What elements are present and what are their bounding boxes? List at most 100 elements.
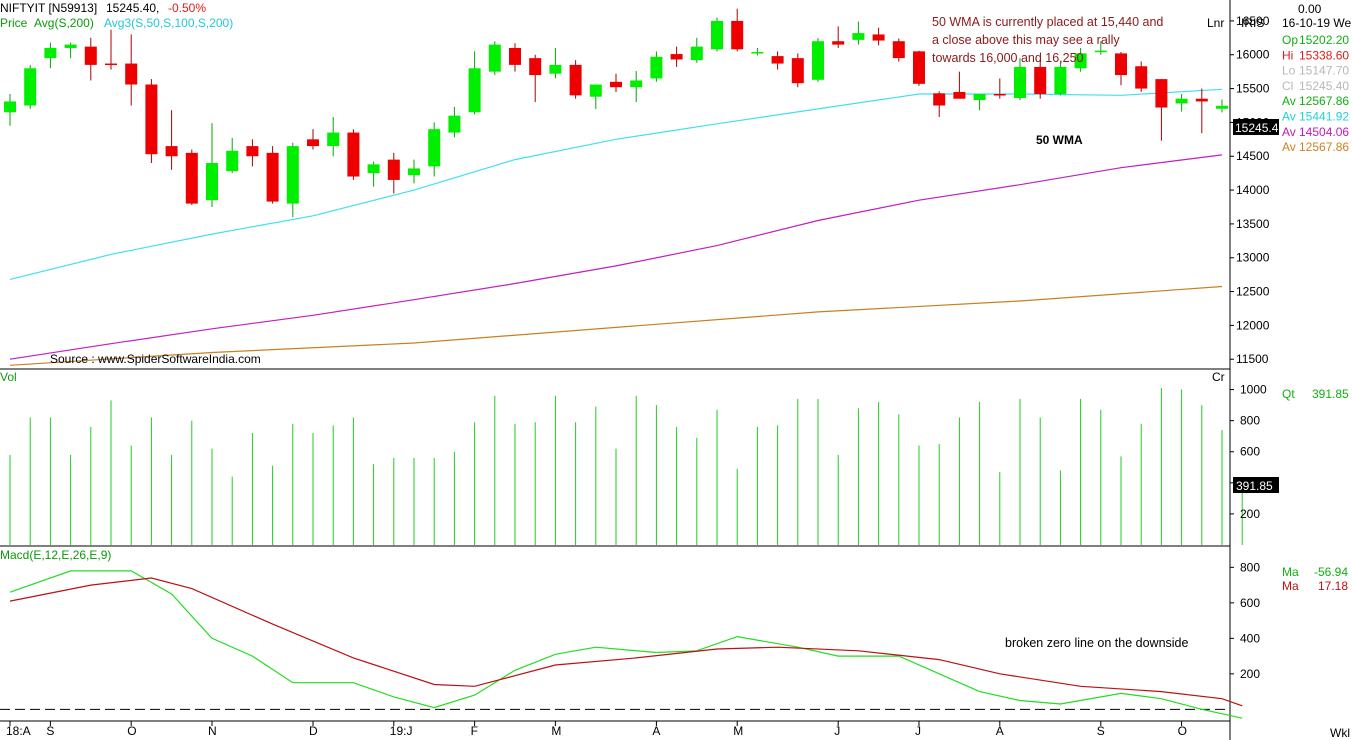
volume-tick-label: 600 bbox=[1240, 445, 1260, 459]
candle-body bbox=[125, 63, 138, 85]
candle-body bbox=[185, 152, 198, 204]
price-tick-label: 14500 bbox=[1236, 149, 1270, 163]
date-tick-label: M bbox=[551, 724, 561, 738]
price-tick-label: 13000 bbox=[1236, 251, 1270, 265]
candle-body bbox=[933, 93, 946, 106]
volume-panel bbox=[9, 388, 1243, 545]
date-tick-label: S bbox=[46, 724, 54, 738]
date-tick-label: S bbox=[1097, 724, 1105, 738]
cr-label: Cr bbox=[1212, 370, 1225, 384]
candle-body bbox=[529, 58, 542, 76]
price-tick-label: 12000 bbox=[1236, 318, 1270, 332]
candle-body bbox=[1014, 66, 1026, 99]
candle-body bbox=[145, 84, 158, 155]
candle-body bbox=[4, 101, 16, 113]
candle-body bbox=[347, 132, 360, 177]
date-tick-label: O bbox=[127, 724, 136, 738]
candle-body bbox=[791, 58, 804, 84]
last-price-box-text: 15245.4 bbox=[1235, 121, 1279, 135]
candle-body bbox=[630, 80, 643, 88]
candle-body bbox=[246, 146, 259, 157]
candle-body bbox=[1175, 98, 1188, 104]
candle-body bbox=[165, 146, 178, 157]
ohlc-value: 15147.70 bbox=[1299, 64, 1349, 78]
candle-body bbox=[428, 129, 441, 167]
source-label: Source : www.SpiderSoftwareIndia.com bbox=[50, 352, 261, 366]
candle-body bbox=[448, 115, 461, 133]
candle-body bbox=[509, 47, 521, 65]
macd-note: broken zero line on the downside bbox=[1005, 636, 1189, 650]
ohlc-value: 12567.86 bbox=[1299, 140, 1349, 154]
wma-note-line-1: 50 WMA is currently placed at 15,440 and bbox=[932, 15, 1163, 29]
candle-body bbox=[771, 56, 784, 64]
ohlc-value: 14504.06 bbox=[1299, 125, 1349, 139]
candle-body bbox=[690, 46, 703, 61]
macd-tick-label: 800 bbox=[1240, 560, 1260, 574]
macd-tick-label: 200 bbox=[1240, 667, 1260, 681]
candle-body bbox=[589, 84, 602, 97]
signal-ma-label: Ma bbox=[1282, 579, 1299, 593]
price-tick-label: 16000 bbox=[1236, 48, 1270, 62]
volume-tick-label: 800 bbox=[1240, 414, 1260, 428]
candle-body bbox=[1094, 50, 1107, 53]
candle-body bbox=[64, 44, 77, 48]
ohlc-value: 12567.86 bbox=[1299, 94, 1349, 108]
candle-body bbox=[206, 163, 218, 201]
avg-study-label: Avg(S,200) bbox=[34, 16, 94, 30]
lnr-label: Lnr bbox=[1207, 16, 1224, 30]
candle-body bbox=[549, 64, 562, 74]
candle-body bbox=[1115, 53, 1127, 76]
candle-body bbox=[852, 33, 865, 40]
wma-50-label: 50 WMA bbox=[1036, 133, 1083, 147]
macd-line bbox=[9, 570, 1243, 719]
candle-body bbox=[387, 159, 400, 180]
candle-body bbox=[973, 93, 986, 101]
price-tick-label: 12500 bbox=[1236, 285, 1270, 299]
axis-labels: 1150012000125001300013500140001450015000… bbox=[6, 14, 1270, 738]
candle-body bbox=[24, 68, 37, 106]
candle-body bbox=[84, 46, 97, 65]
candle-body bbox=[1135, 66, 1148, 89]
date-tick-label: D bbox=[309, 724, 318, 738]
macd-panel-label: Macd(E,12,E,26,E,9) bbox=[0, 548, 111, 562]
wma-note-line-3: towards 16,000 and 16,250 bbox=[932, 51, 1084, 65]
iris-label: IRIS bbox=[1241, 16, 1264, 30]
volume-value-box bbox=[1233, 477, 1279, 493]
ohlc-label: Lo bbox=[1282, 64, 1296, 78]
qt-label: Qt bbox=[1282, 387, 1295, 401]
qt-value: 391.85 bbox=[1312, 387, 1349, 401]
candle-body bbox=[872, 34, 885, 41]
ohlc-label: Av bbox=[1282, 140, 1296, 154]
ohlc-label: Op bbox=[1282, 33, 1298, 47]
macd-tick-label: 400 bbox=[1240, 631, 1260, 645]
candle-body bbox=[751, 52, 764, 54]
symbol-label: NIFTYIT [N59913] bbox=[0, 1, 97, 15]
date-tick-label: M bbox=[733, 724, 743, 738]
last-price-label: 15245.40, bbox=[106, 1, 159, 15]
date-tick-label: N bbox=[208, 724, 217, 738]
ma-line bbox=[9, 154, 1223, 360]
signal-ma-value: 17.18 bbox=[1318, 579, 1348, 593]
price-tick-label: 14000 bbox=[1236, 183, 1270, 197]
date-tick-label: 18:A bbox=[6, 724, 31, 738]
candle-body bbox=[367, 164, 380, 174]
candle-body bbox=[832, 41, 845, 45]
last-price-box bbox=[1233, 119, 1279, 135]
date-tick-label: J bbox=[834, 724, 840, 738]
macd-ma-label: Ma bbox=[1282, 565, 1299, 579]
ohlc-label: Av bbox=[1282, 94, 1296, 108]
candle-body bbox=[44, 47, 57, 59]
date-tick-label: A bbox=[996, 724, 1004, 738]
candle-body bbox=[1216, 105, 1228, 109]
macd-panel bbox=[0, 570, 1243, 719]
candle-body bbox=[1054, 66, 1067, 94]
candle-body bbox=[1034, 66, 1047, 94]
candle-body bbox=[812, 41, 824, 80]
candle-body bbox=[993, 93, 1006, 96]
candle-body bbox=[569, 64, 582, 96]
candle-body bbox=[650, 56, 663, 79]
ohlc-label: Cl bbox=[1282, 79, 1293, 93]
ohlc-value: 15245.40 bbox=[1299, 79, 1349, 93]
macd-tick-label: 600 bbox=[1240, 596, 1260, 610]
